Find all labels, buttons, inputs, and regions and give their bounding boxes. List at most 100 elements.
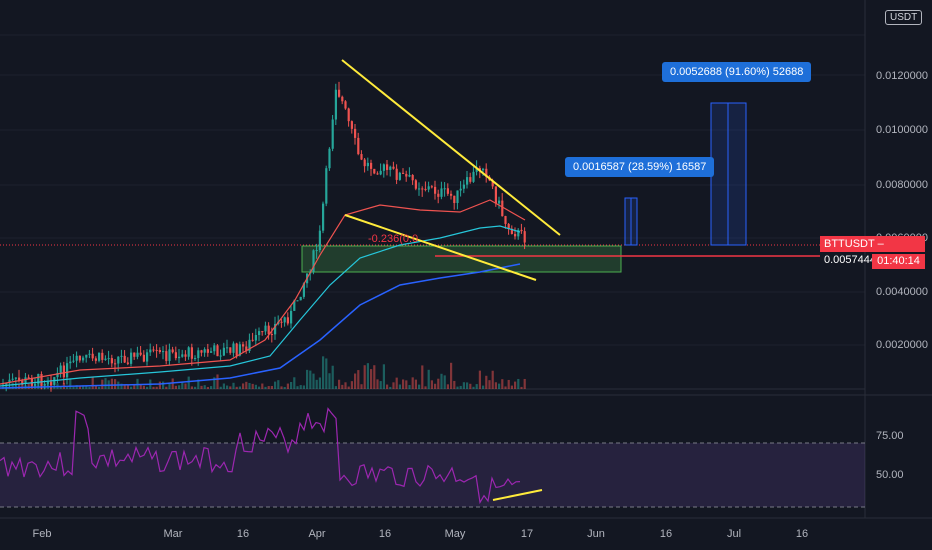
- candle-body: [440, 188, 443, 197]
- candle-body: [75, 355, 78, 361]
- volume-bar: [254, 384, 257, 389]
- volume-bar: [162, 381, 165, 389]
- candle-body: [296, 300, 299, 302]
- candle-body: [158, 350, 161, 352]
- candle-body: [114, 363, 117, 365]
- volume-bar: [184, 383, 187, 389]
- volume-bar: [146, 386, 149, 389]
- volume-bar: [482, 385, 485, 389]
- currency-badge[interactable]: USDT: [885, 10, 923, 25]
- last-price-value: 0.0057444: [824, 254, 876, 266]
- rsi-divergence-line[interactable]: [492, 489, 543, 501]
- candle-body: [184, 354, 187, 357]
- volume-bar: [517, 378, 520, 389]
- volume-bar: [242, 383, 245, 389]
- candle-body: [27, 377, 30, 379]
- candle-body: [325, 168, 328, 204]
- candle-body: [104, 358, 107, 360]
- candle-body: [213, 345, 216, 352]
- volume-bar: [315, 379, 318, 389]
- candle-body: [136, 352, 139, 357]
- projection-label-small[interactable]: 0.0016587 (28.59%) 16587: [565, 157, 715, 177]
- rsi-label-50: 50.00: [876, 469, 904, 481]
- candle-body: [520, 229, 523, 232]
- candle-body: [219, 355, 222, 357]
- candle-body: [171, 349, 174, 353]
- candle-body: [248, 339, 251, 351]
- candle-body: [258, 331, 261, 336]
- volume-bar: [520, 386, 523, 389]
- candle-body: [510, 228, 513, 234]
- lower-trendline[interactable]: [344, 214, 537, 281]
- candle-body: [418, 188, 421, 190]
- candle-body: [392, 166, 395, 169]
- volume-bar: [280, 386, 283, 389]
- candle-body: [318, 230, 321, 251]
- candle-body: [82, 357, 85, 361]
- volume-bar: [248, 383, 251, 389]
- volume-bar: [478, 370, 481, 389]
- time-label: Apr: [308, 528, 326, 540]
- time-label: 16: [378, 528, 392, 540]
- candle-body: [331, 119, 334, 149]
- volume-bar: [370, 369, 373, 389]
- volume-bar: [219, 386, 222, 389]
- candle-body: [251, 339, 254, 341]
- candle-body: [197, 350, 200, 359]
- candle-body: [293, 300, 296, 311]
- volume-bar: [152, 386, 155, 389]
- candle-body: [334, 89, 337, 120]
- candle-body: [133, 352, 136, 357]
- volume-bar: [466, 382, 469, 389]
- candle-body: [382, 164, 385, 171]
- candle-body: [165, 351, 168, 361]
- candle-body: [363, 159, 366, 167]
- candle-body: [72, 360, 75, 362]
- volume-bar: [98, 386, 101, 389]
- candle-body: [155, 349, 158, 351]
- volume-bar: [142, 385, 145, 389]
- candle-body: [18, 377, 21, 381]
- time-label: 16: [236, 528, 250, 540]
- volume-bar: [155, 386, 158, 389]
- volume-bar: [328, 373, 331, 389]
- candle-body: [414, 180, 417, 189]
- volume-bar: [376, 379, 379, 389]
- candle-body: [523, 231, 526, 243]
- candle-body: [491, 180, 494, 187]
- volume-bar: [440, 373, 443, 389]
- rsi-label-75: 75.00: [876, 430, 904, 442]
- volume-bar: [389, 386, 392, 389]
- projection-label-large[interactable]: 0.0052688 (91.60%) 52688: [662, 62, 812, 82]
- candle-body: [402, 172, 405, 174]
- volume-bar: [139, 384, 142, 389]
- candle-body: [498, 200, 501, 204]
- symbol-tag: BTTUSDT: [824, 238, 875, 250]
- candle-body: [8, 379, 11, 384]
- candle-body: [450, 193, 453, 196]
- volume-bar: [350, 381, 353, 389]
- candle-body: [56, 372, 59, 378]
- volume-bar: [357, 370, 360, 389]
- candle-body: [40, 373, 43, 386]
- candle-body: [242, 344, 245, 347]
- candle-body: [328, 148, 331, 169]
- candle-body: [274, 324, 277, 335]
- candle-body: [485, 168, 488, 177]
- volume-bar: [491, 370, 494, 389]
- rsi-band: [0, 443, 865, 507]
- candle-body: [370, 162, 373, 169]
- candle-body: [350, 121, 353, 129]
- volume-bar: [206, 386, 209, 389]
- support-zone-box[interactable]: [301, 245, 622, 273]
- candle-body: [514, 233, 517, 237]
- candle-body: [341, 96, 344, 102]
- volume-bar: [120, 383, 123, 389]
- volume-bar: [59, 386, 62, 389]
- candle-body: [46, 382, 49, 384]
- descending-trendline[interactable]: [341, 59, 561, 236]
- volume-bar: [472, 386, 475, 389]
- volume-bar: [133, 385, 136, 389]
- volume-bar: [331, 365, 334, 389]
